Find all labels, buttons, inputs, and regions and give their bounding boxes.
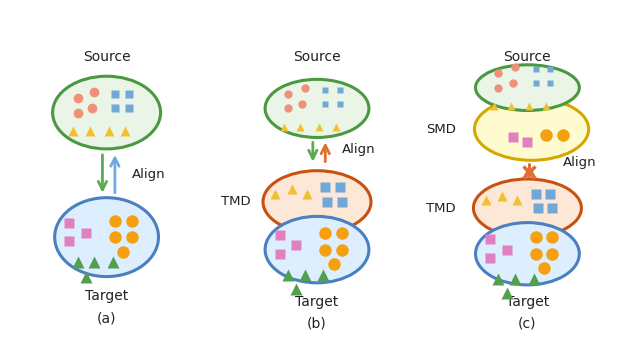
Text: Target: Target: [506, 295, 549, 309]
Text: Target: Target: [85, 289, 128, 303]
Text: Source: Source: [503, 50, 551, 64]
Text: Source: Source: [293, 50, 341, 64]
Ellipse shape: [476, 65, 579, 111]
Text: Align: Align: [131, 168, 165, 182]
Ellipse shape: [53, 76, 160, 149]
Text: Source: Source: [83, 50, 131, 64]
Ellipse shape: [476, 223, 579, 285]
Ellipse shape: [474, 98, 588, 160]
Text: SMD: SMD: [425, 123, 456, 136]
Text: TMD: TMD: [221, 195, 251, 208]
Text: Align: Align: [342, 144, 375, 156]
Text: (a): (a): [97, 312, 117, 326]
Ellipse shape: [474, 179, 581, 237]
Ellipse shape: [263, 171, 371, 233]
Ellipse shape: [55, 198, 158, 277]
Text: (b): (b): [307, 316, 327, 330]
Text: Align: Align: [563, 156, 597, 169]
Ellipse shape: [265, 79, 369, 137]
Text: TMD: TMD: [425, 202, 455, 214]
Ellipse shape: [265, 216, 369, 283]
Text: (c): (c): [518, 316, 536, 330]
Text: Target: Target: [295, 295, 339, 309]
